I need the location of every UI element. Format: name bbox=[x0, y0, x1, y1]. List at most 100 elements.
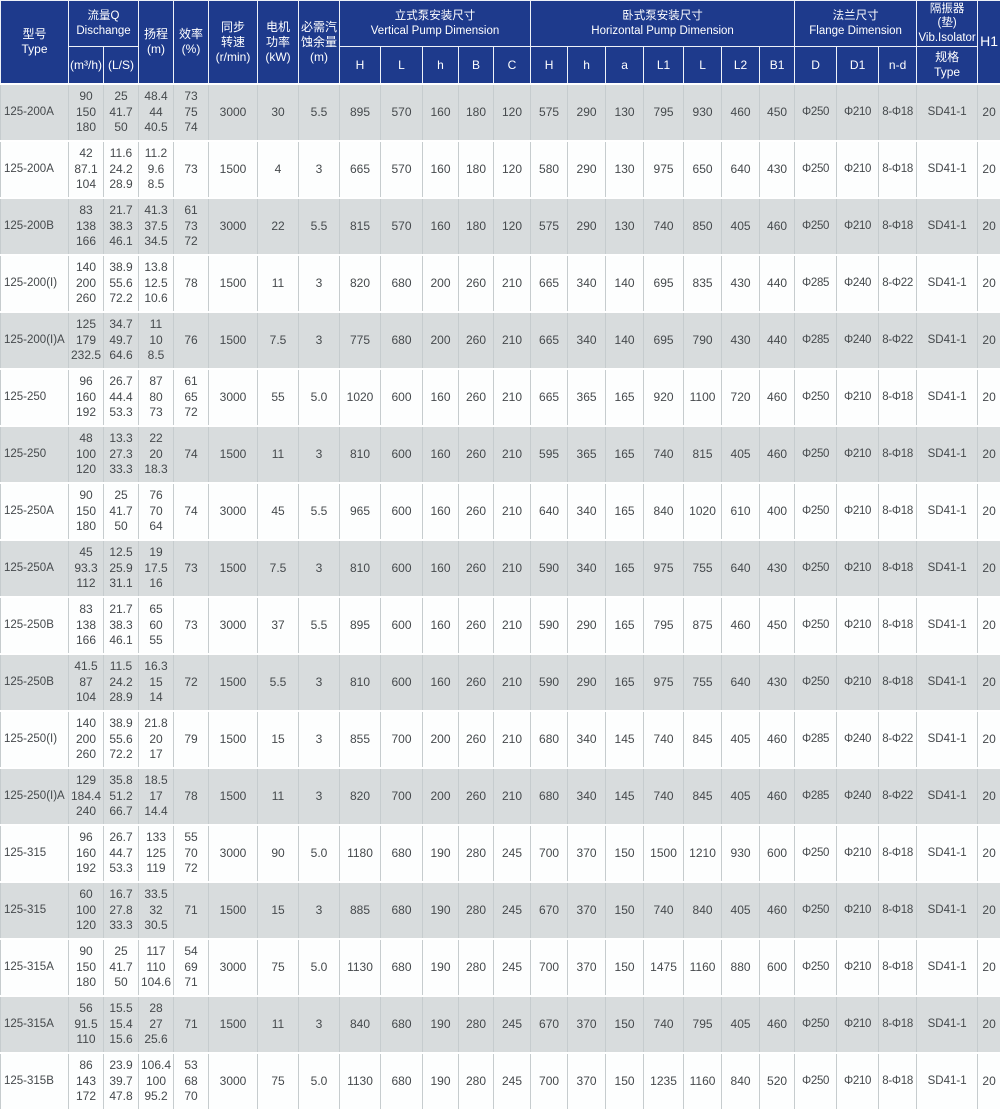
cell-h1: 20 bbox=[978, 882, 1000, 939]
cell-vert-B: 180 bbox=[459, 198, 494, 255]
header-flow-group: 流量Q Dischange bbox=[69, 1, 139, 47]
cell-flange-D: Φ250 bbox=[795, 369, 837, 426]
cell-flow-m3h: 96 160 192 bbox=[69, 825, 104, 882]
cell-power: 90 bbox=[258, 825, 299, 882]
cell-vib-type: SD41-1 bbox=[917, 540, 978, 597]
header-speed: 同步 转速 (r/min) bbox=[209, 1, 258, 85]
cell-horiz-H: 595 bbox=[531, 426, 568, 483]
cell-speed: 1500 bbox=[209, 540, 258, 597]
cell-efficiency: 55 70 72 bbox=[174, 825, 209, 882]
cell-vert-L: 680 bbox=[381, 255, 423, 312]
cell-vert-C: 245 bbox=[494, 996, 531, 1053]
cell-npsh: 5.0 bbox=[299, 1053, 340, 1110]
cell-flange-nd: 8-Φ18 bbox=[879, 198, 917, 255]
cell-horiz-L: 845 bbox=[684, 768, 722, 825]
cell-vert-h: 190 bbox=[423, 939, 459, 996]
cell-npsh: 3 bbox=[299, 711, 340, 768]
cell-horiz-H: 700 bbox=[531, 1053, 568, 1110]
cell-horiz-h: 370 bbox=[568, 996, 606, 1053]
header-vert-H: H bbox=[340, 47, 381, 85]
cell-h1: 20 bbox=[978, 198, 1000, 255]
cell-horiz-B1: 430 bbox=[760, 654, 795, 711]
cell-horiz-a: 140 bbox=[606, 255, 644, 312]
cell-npsh: 3 bbox=[299, 255, 340, 312]
cell-type: 125-250B bbox=[1, 597, 69, 654]
cell-vert-h: 160 bbox=[423, 426, 459, 483]
cell-type: 125-250(I) bbox=[1, 711, 69, 768]
cell-horiz-B1: 450 bbox=[760, 84, 795, 141]
cell-power: 55 bbox=[258, 369, 299, 426]
cell-vert-L: 680 bbox=[381, 882, 423, 939]
cell-efficiency: 61 65 72 bbox=[174, 369, 209, 426]
cell-vert-L: 600 bbox=[381, 426, 423, 483]
cell-power: 7.5 bbox=[258, 312, 299, 369]
cell-flange-D1: Φ240 bbox=[837, 711, 879, 768]
cell-horiz-H: 680 bbox=[531, 711, 568, 768]
cell-flange-nd: 8-Φ18 bbox=[879, 1053, 917, 1110]
cell-vert-C: 245 bbox=[494, 1053, 531, 1110]
cell-horiz-h: 340 bbox=[568, 711, 606, 768]
cell-flow-ls: 26.7 44.4 53.3 bbox=[104, 369, 139, 426]
cell-horiz-B1: 460 bbox=[760, 882, 795, 939]
header-horiz-L2: L2 bbox=[722, 47, 760, 85]
cell-speed: 3000 bbox=[209, 483, 258, 540]
cell-power: 22 bbox=[258, 198, 299, 255]
cell-flow-ls: 35.8 51.2 66.7 bbox=[104, 768, 139, 825]
cell-head: 117 110 104.6 bbox=[139, 939, 174, 996]
cell-type: 125-200(I)A bbox=[1, 312, 69, 369]
cell-horiz-a: 165 bbox=[606, 540, 644, 597]
cell-flange-D1: Φ210 bbox=[837, 483, 879, 540]
cell-flange-D: Φ250 bbox=[795, 540, 837, 597]
cell-horiz-a: 145 bbox=[606, 768, 644, 825]
cell-flange-D1: Φ210 bbox=[837, 939, 879, 996]
cell-speed: 3000 bbox=[209, 597, 258, 654]
cell-flow-ls: 38.9 55.6 72.2 bbox=[104, 255, 139, 312]
header-type: 型号 Type bbox=[1, 1, 69, 85]
cell-flange-nd: 8-Φ18 bbox=[879, 825, 917, 882]
cell-horiz-L1: 920 bbox=[644, 369, 684, 426]
cell-flange-nd: 8-Φ18 bbox=[879, 939, 917, 996]
cell-flange-D: Φ250 bbox=[795, 825, 837, 882]
cell-flow-m3h: 45 93.3 112 bbox=[69, 540, 104, 597]
cell-flange-nd: 8-Φ18 bbox=[879, 882, 917, 939]
cell-power: 11 bbox=[258, 996, 299, 1053]
cell-speed: 3000 bbox=[209, 198, 258, 255]
header-vert-B: B bbox=[459, 47, 494, 85]
cell-vert-L: 700 bbox=[381, 711, 423, 768]
cell-vert-C: 210 bbox=[494, 540, 531, 597]
cell-horiz-h: 340 bbox=[568, 540, 606, 597]
cell-horiz-L2: 720 bbox=[722, 369, 760, 426]
cell-vert-h: 200 bbox=[423, 711, 459, 768]
cell-flow-ls: 23.9 39.7 47.8 bbox=[104, 1053, 139, 1110]
header-vert-C: C bbox=[494, 47, 531, 85]
cell-horiz-H: 700 bbox=[531, 825, 568, 882]
cell-vert-h: 160 bbox=[423, 84, 459, 141]
cell-horiz-L1: 1475 bbox=[644, 939, 684, 996]
cell-speed: 3000 bbox=[209, 825, 258, 882]
cell-flange-D1: Φ240 bbox=[837, 255, 879, 312]
cell-speed: 1500 bbox=[209, 882, 258, 939]
cell-head: 33.5 32 30.5 bbox=[139, 882, 174, 939]
cell-vib-type: SD41-1 bbox=[917, 255, 978, 312]
header-h1: H1 bbox=[978, 1, 1000, 85]
cell-head: 76 70 64 bbox=[139, 483, 174, 540]
cell-horiz-L2: 405 bbox=[722, 198, 760, 255]
cell-horiz-H: 590 bbox=[531, 654, 568, 711]
cell-type: 125-250B bbox=[1, 654, 69, 711]
cell-horiz-L: 790 bbox=[684, 312, 722, 369]
cell-efficiency: 54 69 71 bbox=[174, 939, 209, 996]
cell-speed: 3000 bbox=[209, 369, 258, 426]
cell-flange-nd: 8-Φ18 bbox=[879, 84, 917, 141]
cell-vert-H: 895 bbox=[340, 597, 381, 654]
cell-flange-D: Φ285 bbox=[795, 711, 837, 768]
cell-flange-D1: Φ210 bbox=[837, 369, 879, 426]
cell-power: 75 bbox=[258, 939, 299, 996]
cell-head: 11.2 9.6 8.5 bbox=[139, 141, 174, 198]
cell-vert-H: 775 bbox=[340, 312, 381, 369]
cell-horiz-h: 290 bbox=[568, 84, 606, 141]
